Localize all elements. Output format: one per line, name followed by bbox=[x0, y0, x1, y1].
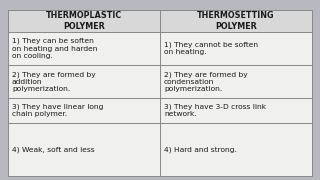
Text: THERMOPLASTIC
POLYMER: THERMOPLASTIC POLYMER bbox=[46, 11, 122, 31]
Text: THERMOSETTING
POLYMER: THERMOSETTING POLYMER bbox=[197, 11, 275, 31]
Text: 3) They have 3-D cross link
network.: 3) They have 3-D cross link network. bbox=[164, 104, 266, 117]
Bar bbox=[8, 10, 312, 32]
Text: 1) They cannot be soften
on heating.: 1) They cannot be soften on heating. bbox=[164, 42, 258, 55]
Text: 4) Weak, soft and less: 4) Weak, soft and less bbox=[12, 146, 95, 153]
Text: 2) They are formed by
addition
polymerization.: 2) They are formed by addition polymeriz… bbox=[12, 71, 96, 92]
Text: 2) They are formed by
condensation
polymerization.: 2) They are formed by condensation polym… bbox=[164, 71, 248, 92]
Text: 3) They have linear long
chain polymer.: 3) They have linear long chain polymer. bbox=[12, 104, 103, 117]
Text: 1) They can be soften
on heating and harden
on cooling.: 1) They can be soften on heating and har… bbox=[12, 38, 98, 59]
Text: 4) Hard and strong.: 4) Hard and strong. bbox=[164, 146, 237, 153]
